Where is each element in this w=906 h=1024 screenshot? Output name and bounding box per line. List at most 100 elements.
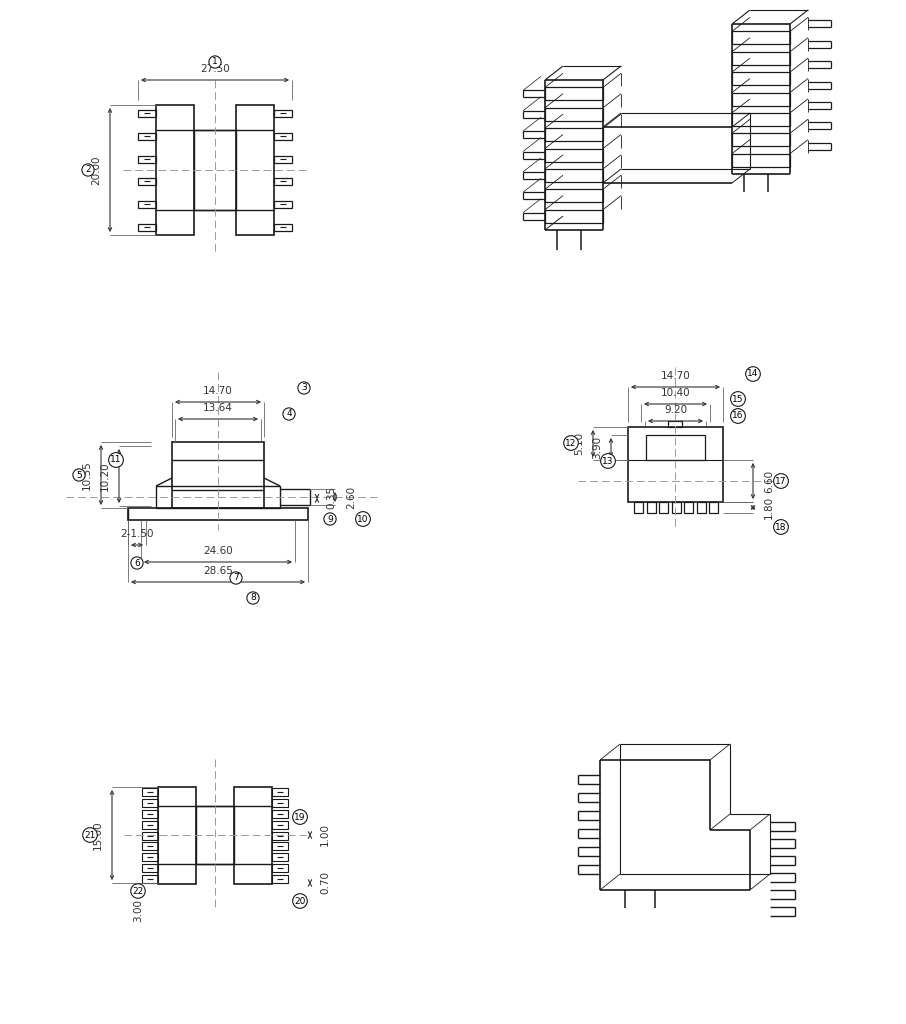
Text: 24.60: 24.60	[203, 546, 233, 556]
Text: 20.00: 20.00	[91, 156, 101, 184]
Bar	[272, 820, 288, 828]
Bar	[142, 843, 158, 850]
Text: 5.10: 5.10	[574, 432, 584, 455]
Bar	[156, 486, 280, 508]
Text: 10: 10	[357, 514, 369, 523]
Text: 1.00: 1.00	[320, 823, 330, 847]
Text: 17: 17	[776, 476, 786, 485]
Text: 11: 11	[111, 456, 121, 465]
Bar	[545, 128, 603, 141]
Bar	[272, 853, 288, 861]
Bar	[709, 502, 718, 513]
Bar	[646, 435, 705, 460]
Bar	[128, 508, 308, 520]
Bar	[142, 820, 158, 828]
Bar	[274, 224, 292, 231]
Text: 14.70: 14.70	[203, 386, 233, 396]
Text: 2.60: 2.60	[346, 485, 356, 509]
Text: 10.40: 10.40	[660, 388, 690, 398]
Bar	[272, 843, 288, 850]
Bar	[671, 502, 680, 513]
Text: 16: 16	[732, 412, 744, 421]
Bar	[142, 799, 158, 807]
Text: 12: 12	[565, 438, 577, 447]
Bar	[196, 806, 234, 864]
Bar	[697, 502, 706, 513]
Bar	[684, 502, 693, 513]
Text: 20: 20	[294, 896, 305, 905]
Text: 21: 21	[84, 830, 96, 840]
Bar	[172, 442, 264, 508]
Text: 6: 6	[134, 558, 140, 567]
Text: 9: 9	[327, 514, 333, 523]
Bar	[272, 799, 288, 807]
Bar	[142, 788, 158, 796]
Text: 3: 3	[301, 384, 307, 392]
Bar	[234, 787, 272, 884]
Text: 3.90: 3.90	[592, 436, 602, 459]
Text: 4: 4	[286, 410, 292, 419]
Bar	[545, 148, 603, 162]
Text: 9.20: 9.20	[664, 406, 687, 415]
Bar	[732, 72, 790, 85]
Bar	[272, 831, 288, 840]
Bar	[272, 864, 288, 872]
Bar	[142, 853, 158, 861]
Bar	[545, 108, 603, 121]
Bar	[659, 502, 668, 513]
Text: 27.50: 27.50	[200, 63, 230, 74]
Bar	[274, 133, 292, 140]
Bar	[194, 130, 236, 210]
Text: 3.00: 3.00	[133, 899, 143, 923]
Bar	[668, 421, 682, 427]
Text: 2: 2	[85, 166, 91, 174]
Bar	[142, 874, 158, 883]
Text: 8: 8	[250, 594, 255, 602]
Bar	[634, 502, 643, 513]
Bar	[732, 92, 790, 105]
Bar	[274, 110, 292, 117]
Bar	[272, 810, 288, 818]
Bar	[142, 831, 158, 840]
Text: 22: 22	[132, 887, 144, 896]
Bar	[545, 169, 603, 182]
Text: 15.00: 15.00	[93, 820, 103, 850]
Text: 2-1.50: 2-1.50	[120, 529, 154, 539]
Bar	[138, 133, 156, 140]
Text: 6.60: 6.60	[764, 469, 774, 493]
Bar	[274, 201, 292, 208]
Bar	[272, 788, 288, 796]
Text: 7: 7	[233, 573, 239, 583]
Bar	[732, 32, 790, 44]
Bar	[138, 224, 156, 231]
Text: 5: 5	[76, 470, 82, 479]
Bar	[138, 156, 156, 163]
Bar	[142, 810, 158, 818]
Bar	[545, 189, 603, 203]
Text: 13.64: 13.64	[203, 403, 233, 413]
Bar	[545, 87, 603, 100]
Text: 19: 19	[294, 812, 305, 821]
Bar	[732, 52, 790, 65]
Bar	[158, 787, 196, 884]
Bar	[732, 113, 790, 126]
Text: 13: 13	[602, 457, 613, 466]
Bar	[138, 201, 156, 208]
Bar	[628, 427, 723, 502]
Text: 14.70: 14.70	[660, 371, 690, 381]
Bar	[545, 210, 603, 222]
Text: 18: 18	[776, 522, 786, 531]
Text: 14: 14	[747, 370, 758, 379]
Bar	[142, 864, 158, 872]
Bar	[272, 874, 288, 883]
Bar	[236, 105, 274, 234]
Bar	[274, 156, 292, 163]
Bar	[156, 105, 194, 234]
Text: 0.35: 0.35	[326, 485, 336, 509]
Text: 1: 1	[212, 57, 217, 67]
Bar	[138, 110, 156, 117]
Text: 0.70: 0.70	[320, 871, 330, 895]
Text: 10.55: 10.55	[82, 460, 92, 489]
Text: 15: 15	[732, 394, 744, 403]
Text: 10.20: 10.20	[100, 461, 110, 490]
